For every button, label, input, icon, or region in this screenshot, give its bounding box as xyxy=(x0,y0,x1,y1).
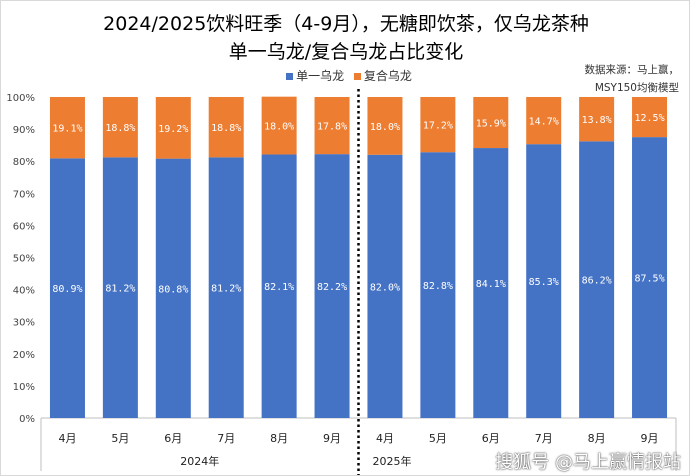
y-tick-label: 60% xyxy=(13,221,35,232)
bar-compound xyxy=(420,97,456,153)
bar-single xyxy=(102,157,138,418)
source-line: 数据来源：马上赢， xyxy=(584,64,680,76)
group-label: 2025年 xyxy=(373,454,412,468)
x-tick-label: 6月 xyxy=(164,432,182,445)
data-label: 80.8% xyxy=(158,284,188,295)
y-tick-label: 10% xyxy=(13,382,35,393)
data-label: 84.1% xyxy=(476,279,506,290)
x-tick-label: 7月 xyxy=(535,432,553,445)
x-tick-label: 9月 xyxy=(641,432,659,445)
data-label: 18.0% xyxy=(370,122,400,133)
bar-single xyxy=(473,148,509,418)
data-label: 13.8% xyxy=(582,115,612,126)
bar-single xyxy=(579,141,615,418)
data-label: 12.5% xyxy=(634,113,664,124)
data-label: 18.0% xyxy=(264,122,294,133)
data-label: 17.8% xyxy=(317,122,347,133)
data-label: 15.9% xyxy=(476,119,506,130)
watermark: 搜狐号 @马上赢情报站 xyxy=(495,452,681,473)
bar-single xyxy=(367,154,403,418)
data-label: 18.8% xyxy=(105,123,135,134)
legend: 单一乌龙 复合乌龙 xyxy=(1,67,689,84)
x-tick-label: 6月 xyxy=(482,432,500,445)
data-label: 19.2% xyxy=(158,124,188,135)
bar-compound xyxy=(102,97,138,158)
bar-compound xyxy=(579,97,615,142)
bar-compound xyxy=(367,97,403,155)
bar-compound xyxy=(526,97,562,145)
data-label: 17.2% xyxy=(423,121,453,132)
bar-single xyxy=(314,154,350,418)
data-label: 85.3% xyxy=(529,277,559,288)
data-label: 82.0% xyxy=(370,282,400,293)
bar-single xyxy=(632,137,668,418)
data-label: 82.1% xyxy=(264,282,294,293)
bar-compound xyxy=(261,96,297,155)
x-tick-label: 8月 xyxy=(270,432,288,445)
data-label: 81.2% xyxy=(211,284,241,295)
group-label: 2024年 xyxy=(180,454,219,468)
bar-compound xyxy=(155,97,191,159)
bar-single xyxy=(208,157,244,418)
data-label: 86.2% xyxy=(582,276,612,287)
data-label: 82.2% xyxy=(317,282,347,293)
bar-compound xyxy=(49,97,85,159)
bar-single xyxy=(261,154,297,419)
y-tick-label: 100% xyxy=(6,93,35,104)
x-tick-label: 4月 xyxy=(376,432,394,445)
legend-swatch-single xyxy=(286,73,294,80)
bar-single xyxy=(155,158,191,418)
data-label: 19.1% xyxy=(52,124,82,135)
x-tick-label: 5月 xyxy=(111,432,129,445)
y-tick-label: 40% xyxy=(13,286,35,297)
y-tick-label: 50% xyxy=(13,254,35,265)
y-tick-label: 20% xyxy=(13,350,35,361)
x-tick-label: 9月 xyxy=(323,432,341,445)
bar-compound xyxy=(314,97,350,155)
y-tick-label: 90% xyxy=(13,125,35,136)
x-tick-label: 8月 xyxy=(588,432,606,445)
bar-single xyxy=(420,152,456,418)
y-tick-label: 0% xyxy=(19,414,35,425)
chart-title: 2024/2025饮料旺季（4-9月），无糖即饮茶，仅乌龙茶种 xyxy=(103,13,589,35)
legend-label-single: 单一乌龙 xyxy=(296,69,345,83)
source-note: 数据来源：马上赢， MSY150均衡模型 xyxy=(585,61,680,97)
data-label: 82.8% xyxy=(423,281,453,292)
x-tick-label: 7月 xyxy=(217,432,235,445)
data-label: 81.2% xyxy=(105,284,135,295)
y-tick-label: 70% xyxy=(13,189,35,200)
chart-subtitle: 单一乌龙/复合乌龙占比变化 xyxy=(228,41,464,63)
y-tick-label: 30% xyxy=(13,318,35,329)
data-label: 14.7% xyxy=(529,117,559,128)
bar-compound xyxy=(473,97,509,149)
bar-single xyxy=(49,158,85,418)
data-label: 80.9% xyxy=(52,284,82,295)
legend-swatch-compound xyxy=(353,73,361,80)
data-label: 18.8% xyxy=(211,123,241,134)
bar-compound xyxy=(208,97,244,158)
data-label: 87.5% xyxy=(634,274,664,285)
x-tick-label: 5月 xyxy=(429,432,447,445)
bar-compound xyxy=(632,97,668,138)
legend-label-compound: 复合乌龙 xyxy=(363,69,412,83)
x-tick-label: 4月 xyxy=(58,432,76,445)
bar-single xyxy=(526,144,562,418)
y-tick-label: 80% xyxy=(13,157,35,168)
source-line: MSY150均衡模型 xyxy=(594,82,679,94)
